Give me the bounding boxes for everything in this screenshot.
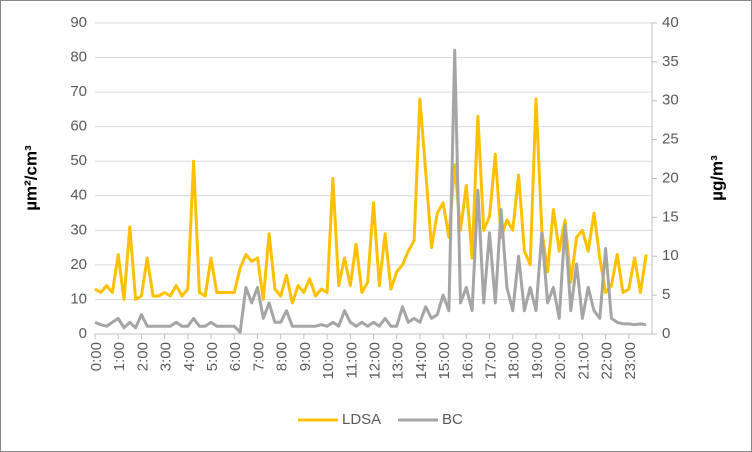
y2-tick-label: 20 [662,169,679,186]
x-tick-label: 3:00 [158,342,175,371]
x-tick-label: 14:00 [413,342,430,380]
x-tick-label: 8:00 [274,342,291,371]
y-tick-label: 50 [70,152,87,169]
y-tick-label: 60 [70,118,87,135]
x-tick-label: 13:00 [390,342,407,380]
y-tick-label: 40 [70,187,87,204]
y2-axis-title: µg/m³ [707,155,726,201]
x-tick-label: 4:00 [181,342,198,371]
x-tick-label: 2:00 [134,342,151,371]
x-tick-label: 15:00 [436,342,453,380]
y2-tick-label: 0 [662,325,670,342]
y2-tick-label: 5 [662,286,670,303]
x-tick-label: 7:00 [250,342,267,371]
y-axis-title: µm²/cm³ [21,145,40,211]
x-tick-label: 21:00 [575,342,592,380]
line-series [94,48,647,334]
y2-tick-label: 35 [662,53,679,70]
legend-label: LDSA [342,411,381,428]
x-tick-label: 1:00 [111,342,128,371]
x-tick-label: 5:00 [204,342,221,371]
x-tick-label: 16:00 [459,342,476,380]
x-tick-label: 10:00 [320,342,337,380]
y-tick-label: 80 [70,49,87,66]
line-series [94,97,648,305]
x-tick-label: 18:00 [506,342,523,380]
x-tick-label: 20:00 [552,342,569,380]
x-tick-label: 12:00 [366,342,383,380]
y-tick-label: 70 [70,83,87,100]
x-tick-label: 23:00 [622,342,639,380]
y2-tick-label: 15 [662,208,679,225]
x-tick-label: 17:00 [483,342,500,380]
y-tick-label: 0 [79,325,87,342]
y2-tick-label: 25 [662,131,679,148]
x-tick-label: 19:00 [529,342,546,380]
legend-label: BC [442,411,463,428]
x-tick-label: 11:00 [343,342,360,378]
y-tick-label: 30 [70,221,87,238]
x-tick-label: 0:00 [88,342,105,371]
y-tick-label: 90 [70,14,87,31]
x-tick-label: 22:00 [599,342,616,380]
y2-tick-label: 10 [662,247,679,264]
x-tick-label: 9:00 [297,342,314,371]
x-tick-label: 6:00 [227,342,244,371]
y-tick-label: 20 [70,256,87,273]
y2-tick-label: 40 [662,14,679,31]
y-tick-label: 10 [70,290,87,307]
y2-tick-label: 30 [662,92,679,109]
